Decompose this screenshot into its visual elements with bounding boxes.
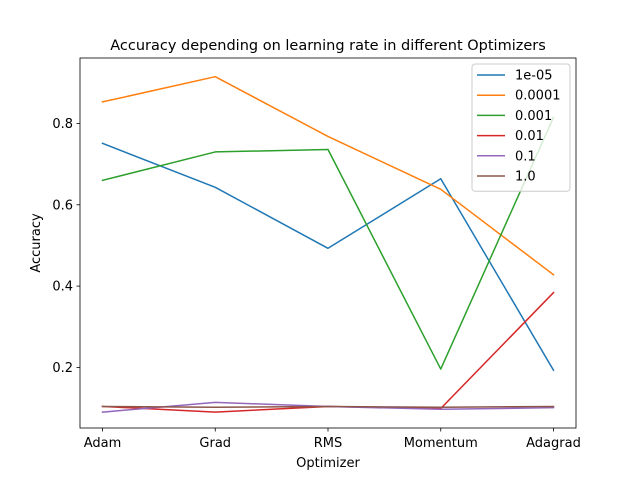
x-ticks: Adam Grad RMS Momentum Adagrad xyxy=(84,428,581,451)
series-line-1e-05 xyxy=(101,142,555,372)
x-tick-label: Adagrad xyxy=(526,436,581,451)
y-tick-label: 0.2 xyxy=(52,361,73,376)
legend-label: 0.0001 xyxy=(515,89,561,104)
series-layer xyxy=(101,75,555,413)
legend-label: 0.1 xyxy=(515,149,536,164)
x-tick-label: Momentum xyxy=(404,436,478,451)
legend-label: 1e-05 xyxy=(515,69,553,84)
x-axis-label: Optimizer xyxy=(296,456,360,471)
legend-label: 0.01 xyxy=(515,129,544,144)
legend-label: 1.0 xyxy=(515,170,536,185)
legend: 1e-05 0.0001 0.001 0.01 0.1 1.0 xyxy=(471,63,571,192)
series-line-0.0001 xyxy=(101,75,555,276)
x-tick-label: RMS xyxy=(314,436,343,451)
y-tick-label: 0.4 xyxy=(52,280,73,295)
x-tick-label: Adam xyxy=(84,436,122,451)
y-tick-label: 0.8 xyxy=(52,117,73,132)
series-line-1.0 xyxy=(101,405,555,409)
y-tick-label: 0.6 xyxy=(52,198,73,213)
chart-title: Accuracy depending on learning rate in d… xyxy=(110,38,546,54)
series-line-0.001 xyxy=(101,116,555,370)
y-ticks: 0.2 0.4 0.6 0.8 xyxy=(52,117,80,376)
x-tick-label: Grad xyxy=(199,436,231,451)
y-axis-label: Accuracy xyxy=(29,213,44,273)
legend-label: 0.001 xyxy=(515,109,552,124)
